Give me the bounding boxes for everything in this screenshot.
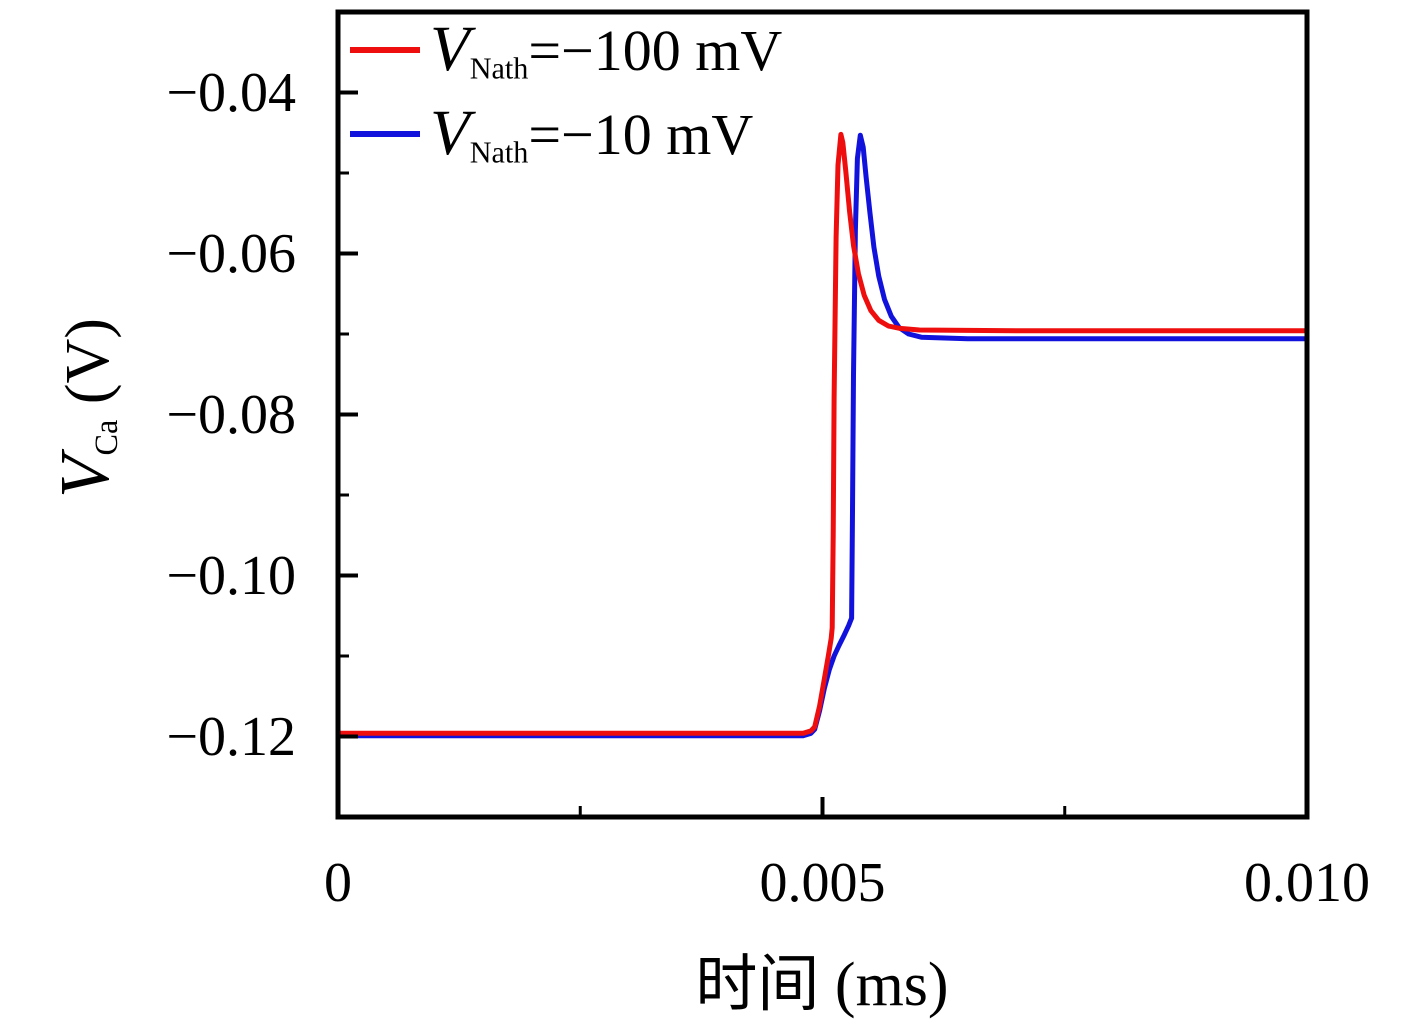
legend-variable: V [430,12,470,85]
plot-frame [335,9,1310,820]
y-tick-label: −0.12 [166,705,296,768]
legend-row-vnath-100: VNath=−100 mV [350,10,782,90]
x-tick-label: 0.005 [759,852,886,914]
y-tick-label: −0.08 [166,383,296,446]
x-tick-label: 0 [324,852,352,914]
y-axis-label-variable: V [47,455,124,498]
y-axis-label-unit: (V) [54,318,122,420]
legend-label: VNath=−10 mV [430,100,754,170]
legend-value: =−10 mV [528,101,754,167]
y-tick-label: −0.04 [166,61,296,124]
legend-variable: V [430,96,470,169]
legend-value: =−100 mV [528,17,783,83]
y-axis-label-subscript: Ca [88,419,125,456]
curves [335,131,1310,739]
x-axis-label: 时间 (ms) [695,951,949,1019]
legend: VNath=−100 mV VNath=−10 mV [350,10,782,174]
legend-line-blue-icon [350,131,420,137]
legend-subscript: Nath [469,135,529,170]
x-tick-label: 0.010 [1244,852,1370,914]
series-line-1 [335,131,1310,736]
legend-row-vnath-10: VNath=−10 mV [350,94,782,174]
y-tick-label: −0.10 [166,544,296,607]
y-axis-label: VCa (V) [46,318,126,498]
legend-line-red-icon [350,47,420,53]
legend-label: VNath=−100 mV [430,16,783,86]
y-tick-label: −0.06 [166,222,296,285]
series-line-0 [335,132,1310,739]
legend-subscript: Nath [469,51,529,86]
